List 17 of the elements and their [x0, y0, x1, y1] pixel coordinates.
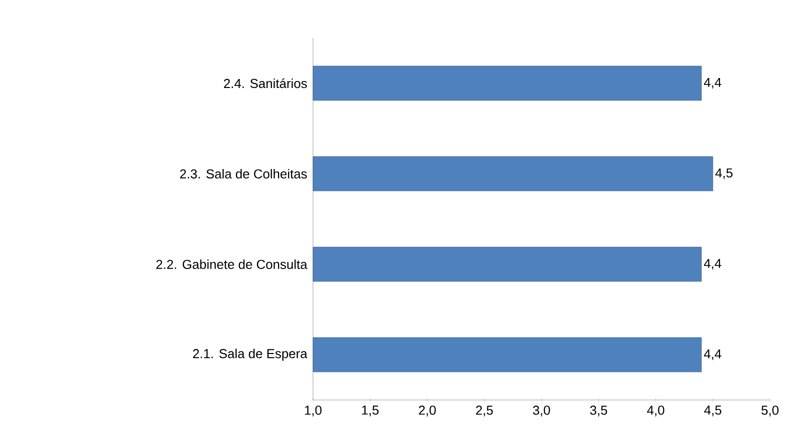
x-tick-label: 4,0 — [647, 406, 664, 416]
data-label: 4,4 — [704, 78, 722, 89]
x-tick-label: 2,5 — [476, 406, 493, 416]
y-tick-label: 2.2. Gabinete de Consulta — [156, 259, 308, 269]
y-tick-label: 2.1. Sala de Espera — [193, 348, 308, 361]
data-label: 4,5 — [715, 168, 733, 180]
y-tick-label: 2.3. Sala de Colheitas — [180, 168, 307, 178]
x-tick-label: 1,0 — [304, 406, 322, 416]
x-tick-label: 2,0 — [418, 406, 436, 416]
data-label: 4,4 — [704, 258, 722, 270]
x-tick-label: 3,5 — [590, 406, 608, 416]
x-tick-label: 3,0 — [533, 406, 550, 416]
x-tick-label: 4,5 — [704, 406, 722, 416]
data-label: 4,4 — [704, 349, 722, 360]
x-tick-label: 5,0 — [762, 406, 779, 416]
x-tick-label: 1,5 — [362, 406, 379, 416]
y-tick-label: 2.4. Sanitários — [224, 78, 307, 88]
